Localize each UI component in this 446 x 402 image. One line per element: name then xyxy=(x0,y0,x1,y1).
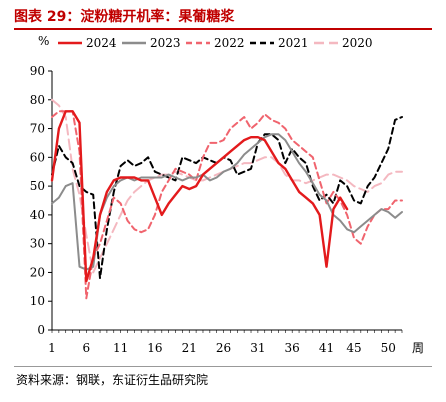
chart-legend: 2024 2023 2022 2021 2020 xyxy=(58,36,373,50)
legend-label-2020: 2020 xyxy=(342,36,373,50)
chart-title: 图表 29：淀粉糖开机率：果葡糖浆 xyxy=(14,9,235,25)
legend-label-2024: 2024 xyxy=(86,36,117,50)
x-tick-label: 21 xyxy=(182,341,197,355)
series-line-2024 xyxy=(50,110,349,283)
y-tick-label: 10 xyxy=(30,294,45,308)
title-divider xyxy=(14,28,432,30)
x-tick-label: 36 xyxy=(285,341,300,355)
x-tick-label: 50 xyxy=(381,341,396,355)
series-line-2020 xyxy=(51,98,403,274)
series-line-2023 xyxy=(51,133,403,271)
y-tick-label: 90 xyxy=(30,64,45,78)
chart-series-group xyxy=(50,98,403,300)
y-tick-label: 70 xyxy=(30,122,45,136)
y-tick-label: 60 xyxy=(30,150,45,164)
y-tick-label: 50 xyxy=(30,179,45,193)
legend-label-2021: 2021 xyxy=(278,36,309,50)
y-axis-unit-label: % xyxy=(38,34,50,48)
x-tick-label: 45 xyxy=(346,341,361,355)
y-tick-label: 80 xyxy=(30,93,45,107)
x-tick-label: 26 xyxy=(216,341,231,355)
y-tick-label: 40 xyxy=(30,208,45,222)
y-tick-label: 30 xyxy=(30,237,45,251)
x-tick-label: 6 xyxy=(82,341,90,355)
legend-label-2022: 2022 xyxy=(214,36,245,50)
series-line-2022 xyxy=(51,110,403,300)
x-axis-unit-label: 周 xyxy=(412,341,424,355)
y-tick-label: 20 xyxy=(30,265,45,279)
source-note: 资料来源：钢联，东证衍生品研究院 xyxy=(16,373,209,387)
x-tick-label: 1 xyxy=(48,341,56,355)
x-tick-label: 41 xyxy=(319,341,334,355)
y-tick-label: 0 xyxy=(37,323,45,337)
footer-divider xyxy=(14,366,432,367)
x-tick-label: 31 xyxy=(250,341,265,355)
legend-label-2023: 2023 xyxy=(150,36,181,50)
x-tick-label: 11 xyxy=(113,341,128,355)
x-tick-label: 16 xyxy=(147,341,162,355)
